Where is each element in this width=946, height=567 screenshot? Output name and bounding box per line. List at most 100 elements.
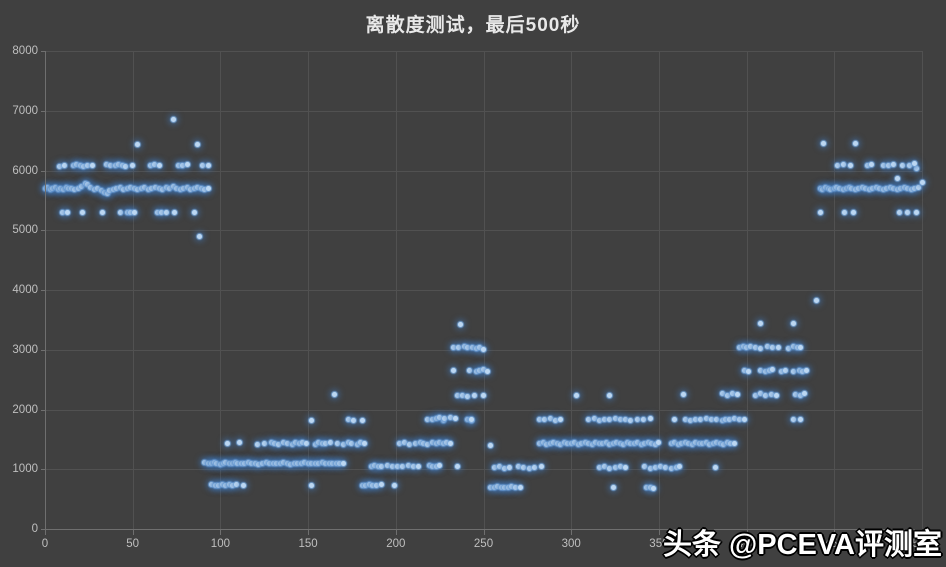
scatter-point xyxy=(214,460,220,466)
scatter-point xyxy=(459,392,465,398)
scatter-point xyxy=(763,368,769,374)
x-tick-mark xyxy=(45,530,46,535)
scatter-point xyxy=(737,417,743,423)
scatter-point xyxy=(773,392,779,398)
scatter-point xyxy=(331,392,337,398)
scatter-point xyxy=(100,210,106,216)
scatter-point xyxy=(209,482,215,488)
scatter-point xyxy=(159,210,165,216)
scatter-point xyxy=(384,463,390,469)
scatter-point xyxy=(870,185,876,191)
scatter-point xyxy=(796,367,802,373)
scatter-point xyxy=(180,162,186,168)
scatter-point xyxy=(791,369,797,375)
scatter-point xyxy=(107,188,113,194)
scatter-point xyxy=(154,209,160,215)
scatter-point xyxy=(758,391,764,397)
scatter-point xyxy=(602,464,608,470)
scatter-point xyxy=(677,464,683,470)
scatter-point xyxy=(502,485,508,491)
scatter-point xyxy=(117,185,123,191)
scatter-point xyxy=(81,164,87,170)
scatter-point xyxy=(752,392,758,398)
scatter-point xyxy=(268,440,274,446)
scatter-point xyxy=(791,344,797,350)
scatter-point xyxy=(682,439,688,445)
scatter-point xyxy=(719,391,725,397)
scatter-point xyxy=(316,440,322,446)
scatter-point xyxy=(647,484,653,490)
scatter-point xyxy=(652,464,658,470)
scatter-point xyxy=(284,460,290,466)
scatter-point xyxy=(521,464,527,470)
scatter-point xyxy=(717,441,723,447)
scatter-point xyxy=(50,185,56,191)
scatter-point xyxy=(591,415,597,421)
scatter-point xyxy=(444,440,450,446)
scatter-point xyxy=(491,485,497,491)
scatter-point xyxy=(693,440,699,446)
scatter-point xyxy=(112,163,118,169)
scatter-point xyxy=(152,162,158,168)
scatter-point xyxy=(507,464,513,470)
scatter-point xyxy=(552,417,558,423)
scatter-point xyxy=(328,440,334,446)
scatter-point xyxy=(758,346,764,352)
scatter-point xyxy=(558,441,564,447)
scatter-point xyxy=(828,187,834,193)
scatter-point xyxy=(791,320,797,326)
scatter-point xyxy=(763,393,769,399)
scatter-point xyxy=(223,482,229,488)
scatter-point xyxy=(389,463,395,469)
scatter-point xyxy=(261,441,267,447)
scatter-point xyxy=(277,461,283,467)
scatter-point xyxy=(238,461,244,467)
scatter-point xyxy=(894,175,900,181)
y-tick-mark xyxy=(41,110,45,112)
scatter-point xyxy=(60,186,66,192)
scatter-point xyxy=(340,441,346,447)
scatter-point xyxy=(312,460,318,466)
x-tick-mark xyxy=(834,530,836,535)
x-tick-mark xyxy=(571,530,573,535)
scatter-point xyxy=(512,485,518,491)
scatter-point xyxy=(473,346,479,352)
scatter-point xyxy=(635,440,641,446)
scatter-point xyxy=(349,441,355,447)
scatter-point xyxy=(687,417,693,423)
scatter-point xyxy=(235,460,241,466)
scatter-point xyxy=(628,417,634,423)
scatter-point xyxy=(70,162,76,168)
scatter-point xyxy=(914,166,920,172)
scatter-point xyxy=(433,441,439,447)
scatter-point xyxy=(905,185,911,191)
scatter-point xyxy=(719,417,725,423)
scatter-point xyxy=(454,393,460,399)
scatter-point xyxy=(651,485,657,491)
scatter-point xyxy=(600,441,606,447)
scatter-point xyxy=(366,482,372,488)
scatter-point xyxy=(245,460,251,466)
scatter-point xyxy=(195,184,201,190)
scatter-point xyxy=(823,185,829,191)
scatter-point xyxy=(124,185,130,191)
scatter-point xyxy=(102,189,108,195)
scatter-point xyxy=(379,463,385,469)
scatter-point xyxy=(752,344,758,350)
scatter-point xyxy=(851,209,857,215)
scatter-point xyxy=(309,460,315,466)
scatter-point xyxy=(68,185,74,191)
scatter-point xyxy=(128,184,134,190)
scatter-point xyxy=(472,393,478,399)
scatter-point xyxy=(621,441,627,447)
scatter-point xyxy=(782,368,788,374)
scatter-point xyxy=(424,441,430,447)
x-tick-mark xyxy=(746,530,748,535)
scatter-point xyxy=(779,368,785,374)
scatter-point xyxy=(852,141,858,147)
y-tick-label: 8000 xyxy=(12,45,38,57)
scatter-point xyxy=(430,417,436,423)
scatter-point xyxy=(617,441,623,447)
scatter-point xyxy=(465,345,471,351)
scatter-point xyxy=(135,186,141,192)
